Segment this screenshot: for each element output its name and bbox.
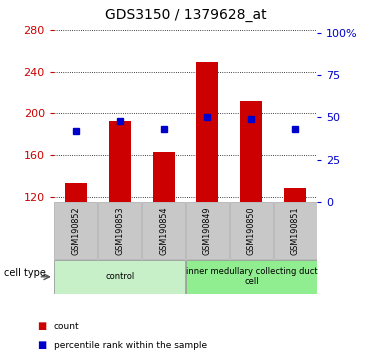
Bar [186,260,317,294]
Bar [284,188,306,202]
Title: GDS3150 / 1379628_at: GDS3150 / 1379628_at [105,8,266,22]
Text: ■: ■ [37,341,46,350]
Text: GSM190853: GSM190853 [115,206,124,255]
Bar [152,152,174,202]
Bar [109,121,131,202]
Text: cell type: cell type [4,268,46,278]
Bar [54,202,98,259]
Bar [54,260,185,294]
Text: GSM190852: GSM190852 [71,206,80,255]
Bar [98,202,141,259]
Text: GSM190849: GSM190849 [203,206,212,255]
Text: GSM190850: GSM190850 [247,206,256,255]
Bar [186,202,229,259]
Bar [142,202,185,259]
Text: control: control [105,272,134,281]
Bar [197,62,219,202]
Text: inner medullary collecting duct
cell: inner medullary collecting duct cell [186,267,317,286]
Bar [230,202,273,259]
Bar [273,202,317,259]
Text: count: count [54,322,79,331]
Bar [65,183,87,202]
Text: percentile rank within the sample: percentile rank within the sample [54,342,207,350]
Text: ■: ■ [37,321,46,331]
Text: GSM190851: GSM190851 [291,206,300,255]
Text: GSM190854: GSM190854 [159,206,168,255]
Bar [240,101,262,202]
